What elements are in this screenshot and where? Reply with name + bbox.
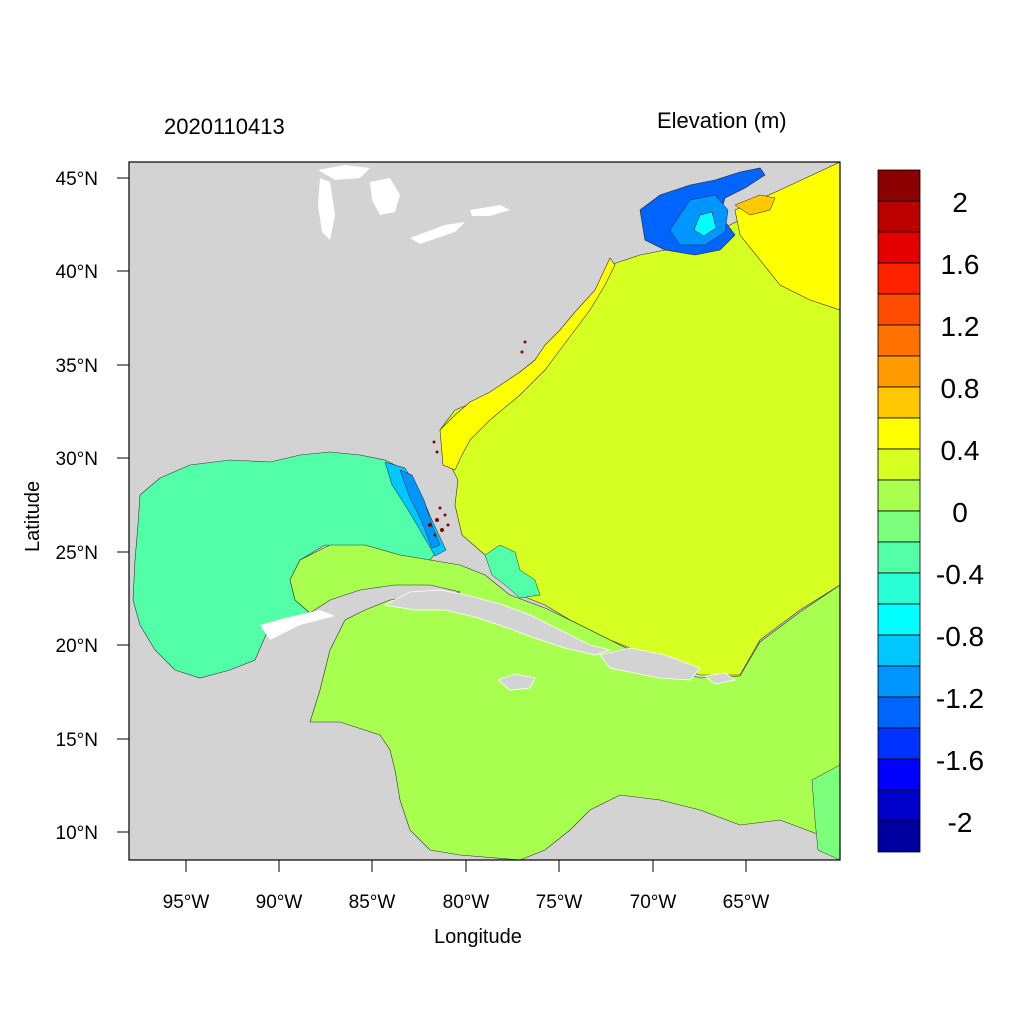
y-tick-label: 20°N <box>56 636 98 657</box>
mid-atlantic-shelf <box>439 257 616 471</box>
puerto-rico <box>704 672 736 685</box>
jamaica <box>497 673 536 691</box>
y-tick-label: 15°N <box>56 730 98 751</box>
x-axis: 95°W 90°W 85°W 80°W 75°W 70°W 65°W <box>163 860 770 913</box>
y-tick-label: 35°N <box>56 356 98 377</box>
map-frame <box>128 161 841 861</box>
x-tick-label: 90°W <box>256 892 303 913</box>
colorbar-swatch <box>877 603 921 636</box>
colorbar-label: 2 <box>952 187 968 218</box>
cuba <box>383 589 612 656</box>
colorbar-swatch <box>877 665 921 698</box>
lake-michigan <box>318 178 335 240</box>
colorbar-label: -0.8 <box>936 621 984 652</box>
x-tick-label: 75°W <box>536 892 583 913</box>
colorbar-label: -1.2 <box>936 683 984 714</box>
x-tick-label: 65°W <box>723 892 770 913</box>
lake-ontario <box>470 205 510 216</box>
colorbar-swatch <box>877 820 921 853</box>
colorbar-swatch <box>877 200 921 233</box>
y-tick-label: 40°N <box>56 262 98 283</box>
colorbar-label: 0.8 <box>941 373 980 404</box>
y-tick-label: 30°N <box>56 449 98 470</box>
colorbar-swatch <box>877 231 921 264</box>
gulf-of-mexico <box>132 451 441 679</box>
colorbar-swatch <box>877 448 921 481</box>
x-tick-label: 95°W <box>163 892 210 913</box>
hispaniola <box>599 647 701 681</box>
gulf-of-maine-inner <box>693 211 717 237</box>
colorbar <box>877 169 921 853</box>
lake-huron <box>370 178 400 215</box>
colorbar-label: -2 <box>948 807 973 838</box>
colorbar-swatch <box>877 758 921 791</box>
y-tick-label: 10°N <box>56 823 98 844</box>
colorbar-swatch <box>877 727 921 760</box>
colorbar-swatch <box>877 386 921 419</box>
x-axis-label: Longitude <box>434 926 522 948</box>
y-tick-label: 45°N <box>56 169 98 190</box>
atlantic-ocean <box>439 219 840 676</box>
florida-coast-speckle <box>428 340 527 537</box>
florida-shelf-lower <box>399 469 441 549</box>
y-tick-label: 25°N <box>56 543 98 564</box>
map-panel <box>129 162 840 860</box>
x-tick-label: 85°W <box>349 892 396 913</box>
colorbar-label: 1.6 <box>941 249 980 280</box>
lake-erie <box>410 222 465 244</box>
variable-label: Elevation (m) <box>657 108 787 133</box>
colorbar-label: 0 <box>952 497 968 528</box>
southeast-caribbean <box>811 764 840 860</box>
scotian-high <box>734 194 776 216</box>
colorbar-swatch <box>877 789 921 822</box>
colorbar-labels: 2 1.6 1.2 0.8 0.4 0 -0.4 -0.8 -1.2 -1.6 … <box>936 187 984 838</box>
colorbar-swatch <box>877 634 921 667</box>
colorbar-swatch <box>877 572 921 605</box>
colorbar-label: -0.4 <box>936 559 984 590</box>
bahamas-bank <box>484 544 541 599</box>
colorbar-label: 1.2 <box>941 311 980 342</box>
date-label: 2020110413 <box>164 114 285 139</box>
colorbar-swatch <box>877 479 921 512</box>
colorbar-swatch <box>877 417 921 450</box>
yucatan-coast <box>260 610 335 640</box>
lake-superior <box>318 165 370 180</box>
x-tick-label: 80°W <box>443 892 490 913</box>
colorbar-swatch <box>877 293 921 326</box>
colorbar-swatch <box>877 355 921 388</box>
colorbar-label: -1.6 <box>936 745 984 776</box>
colorbar-swatch <box>877 324 921 357</box>
y-axis: 45°N 40°N 35°N 30°N 25°N 20°N 15°N 10°N <box>56 169 129 844</box>
colorbar-swatch <box>877 696 921 729</box>
x-tick-label: 70°W <box>630 892 677 913</box>
colorbar-swatch <box>877 262 921 295</box>
colorbar-swatch <box>877 169 921 202</box>
colorbar-swatch <box>877 510 921 543</box>
colorbar-swatch <box>877 541 921 574</box>
colorbar-label: 0.4 <box>941 435 980 466</box>
